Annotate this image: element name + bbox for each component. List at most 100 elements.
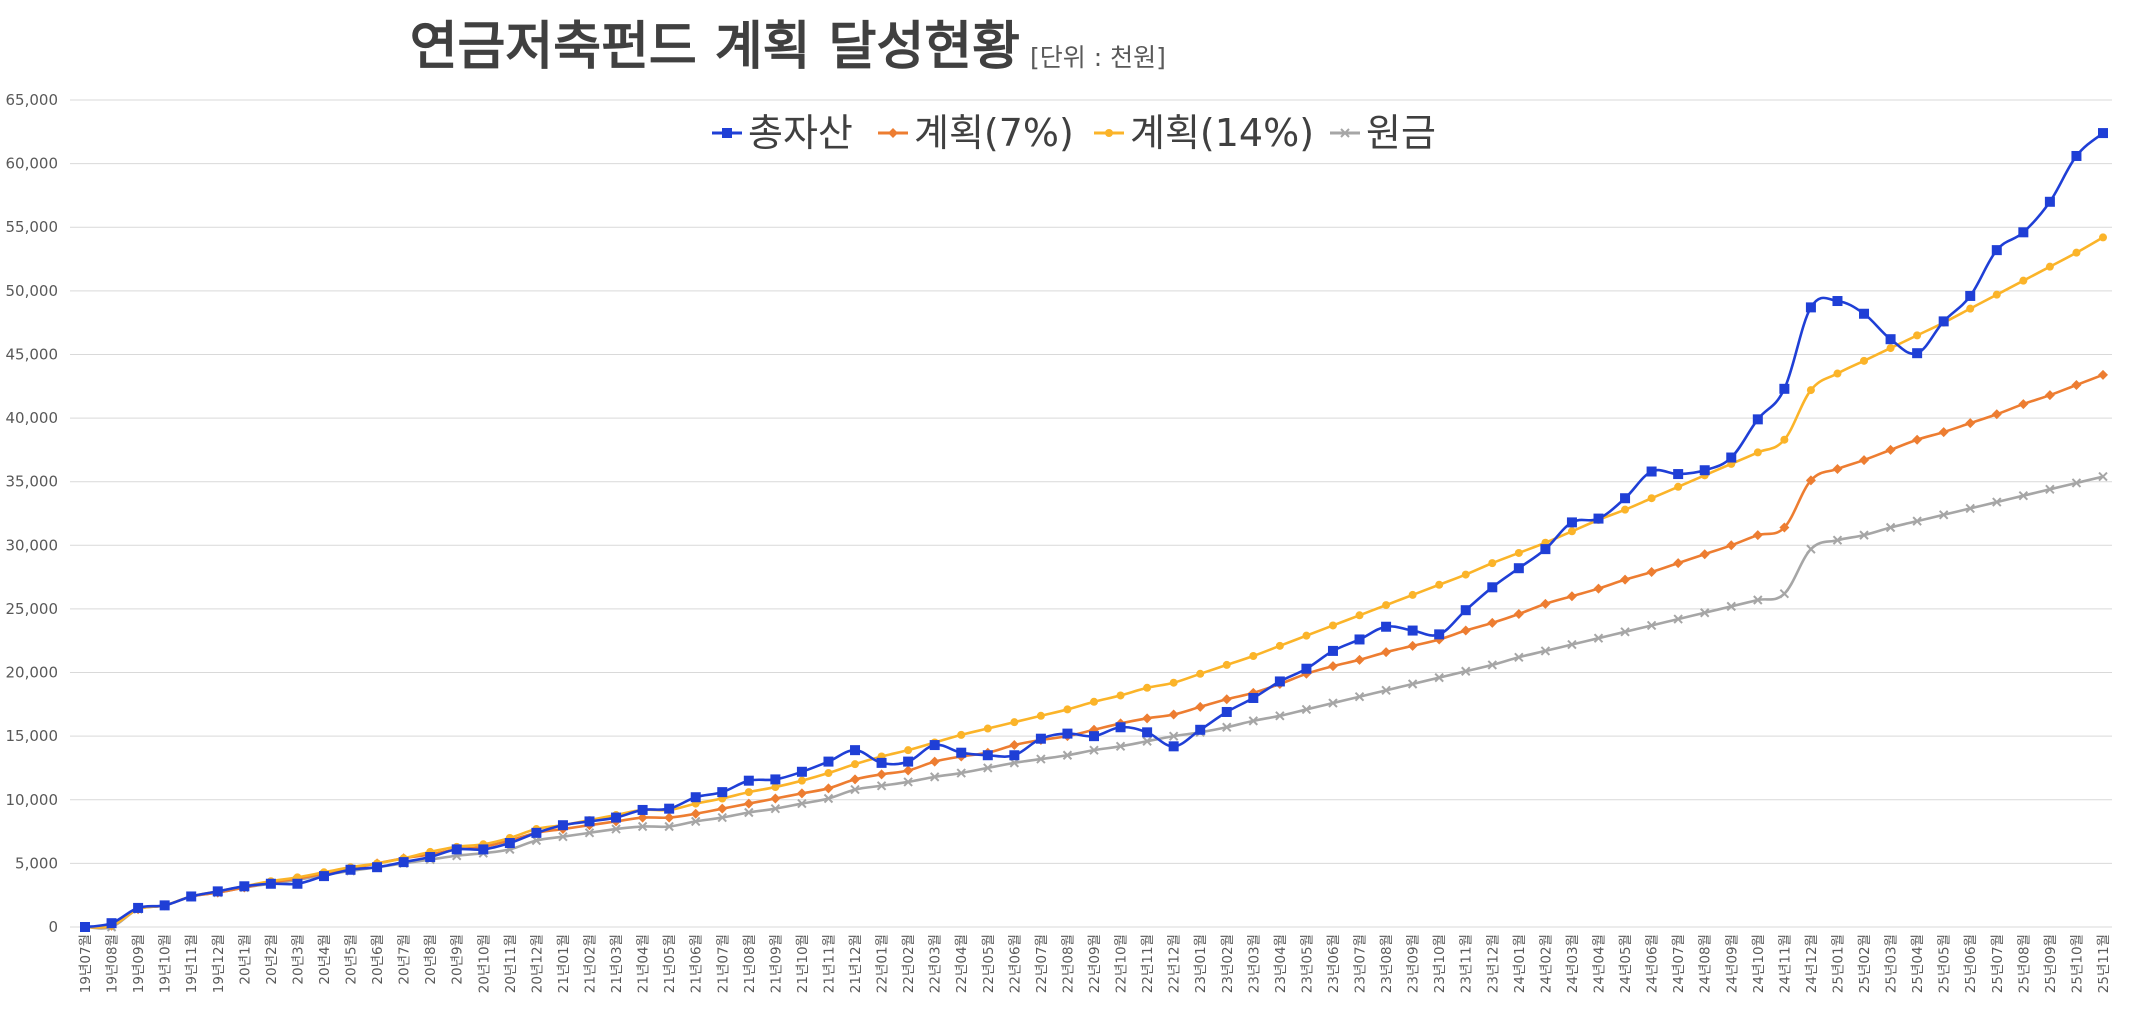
data-point xyxy=(1407,679,1418,689)
data-point xyxy=(1487,582,1498,593)
y-tick-label: 65,000 xyxy=(6,91,59,109)
data-point xyxy=(1222,722,1232,732)
data-point xyxy=(2019,276,2028,285)
x-tick-label: 23년02월 xyxy=(1220,934,1236,993)
x-tick-label: 21년09월 xyxy=(768,934,784,993)
data-point xyxy=(1593,633,1604,643)
data-point xyxy=(770,774,781,785)
data-point xyxy=(1566,591,1577,602)
x-tick-label: 19년11월 xyxy=(184,934,200,993)
data-point xyxy=(1062,728,1073,739)
x-tick-label: 25년09월 xyxy=(2043,934,2059,993)
data-point xyxy=(1726,540,1737,551)
series-line-0 xyxy=(84,132,2104,929)
data-point xyxy=(1621,505,1630,514)
data-point xyxy=(1885,444,1896,455)
data-point xyxy=(1460,605,1471,616)
legend-item-1: 계획(7%) xyxy=(878,111,1074,155)
legend-item-0: 총자산 xyxy=(712,111,853,155)
data-point xyxy=(1089,731,1099,742)
x-tick-label: 23년11월 xyxy=(1459,934,1475,993)
legend-label: 계획(7%) xyxy=(914,111,1074,155)
data-point xyxy=(1035,733,1046,744)
data-point xyxy=(1673,614,1683,624)
x-tick-label: 24년08월 xyxy=(1698,934,1714,993)
data-point xyxy=(557,820,568,831)
data-point xyxy=(1487,617,1498,628)
data-point xyxy=(956,768,966,778)
data-point xyxy=(929,756,940,767)
data-point xyxy=(770,793,781,804)
data-point xyxy=(1355,611,1364,620)
data-point xyxy=(637,812,648,823)
series-layer xyxy=(80,128,2108,932)
x-tick-label: 25년08월 xyxy=(2016,934,2032,993)
data-point xyxy=(2072,248,2081,257)
data-point xyxy=(743,798,754,809)
data-point xyxy=(824,769,833,778)
x-tick-label: 23년01월 xyxy=(1193,934,1209,993)
data-point xyxy=(1938,316,1949,327)
series-line-1 xyxy=(84,373,2104,929)
x-tick-label: 24년01월 xyxy=(1512,934,1528,993)
x-tick-label: 25년10월 xyxy=(2069,934,2085,993)
x-tick-label: 22년04월 xyxy=(954,934,970,993)
data-point xyxy=(717,787,728,798)
data-point xyxy=(2018,490,2029,501)
data-point xyxy=(1168,741,1179,752)
legend-item-2: 계획(14%) xyxy=(1094,111,1314,155)
data-point xyxy=(1860,356,1869,365)
data-point xyxy=(904,746,913,755)
data-point xyxy=(1036,754,1046,764)
x-tick-label: 23년08월 xyxy=(1379,934,1395,993)
data-point xyxy=(106,918,117,929)
data-point xyxy=(1248,716,1259,726)
data-point xyxy=(744,788,753,797)
x-tick-label: 21년06월 xyxy=(689,934,705,993)
data-point xyxy=(1435,580,1444,589)
data-point xyxy=(1116,691,1125,700)
data-point xyxy=(1327,645,1338,656)
data-point xyxy=(1726,601,1736,612)
data-point xyxy=(1540,598,1551,609)
x-tick-label: 25년01월 xyxy=(1830,934,1846,993)
data-point xyxy=(1169,678,1178,687)
data-point xyxy=(1142,727,1153,738)
data-point xyxy=(1912,516,1922,526)
data-point xyxy=(239,881,250,892)
x-tick-label: 23년04월 xyxy=(1273,934,1289,993)
data-point xyxy=(212,886,223,897)
data-point xyxy=(1593,513,1604,524)
y-tick-label: 40,000 xyxy=(6,409,59,427)
x-tick-label: 21년07월 xyxy=(715,934,731,993)
legend-marker xyxy=(888,128,898,138)
legend-label: 계획(14%) xyxy=(1130,111,1314,155)
data-point xyxy=(1221,694,1232,705)
data-point xyxy=(1832,535,1843,545)
x-tick-label: 24년05월 xyxy=(1618,934,1634,993)
x-tick-label: 20년9월 xyxy=(450,934,466,985)
data-point xyxy=(1168,709,1179,720)
data-point xyxy=(318,871,329,882)
x-tick-label: 22년09월 xyxy=(1087,934,1103,993)
y-tick-label: 5,000 xyxy=(15,854,58,872)
data-point xyxy=(1195,701,1206,712)
data-point xyxy=(1142,713,1153,724)
x-tick-label: 24년06월 xyxy=(1645,934,1661,993)
data-point xyxy=(1912,434,1923,445)
data-point xyxy=(770,803,781,814)
x-tick-label: 19년07월 xyxy=(78,934,94,993)
data-point xyxy=(851,760,860,769)
x-tick-label: 22년06월 xyxy=(1007,934,1023,993)
data-point xyxy=(850,774,861,785)
data-point xyxy=(1938,427,1949,438)
data-point xyxy=(664,821,674,832)
data-point xyxy=(1540,646,1551,656)
data-point xyxy=(1168,731,1179,741)
x-tick-label: 23년03월 xyxy=(1246,934,1262,993)
data-point xyxy=(1886,344,1895,353)
data-point xyxy=(1275,711,1285,721)
data-point xyxy=(1805,302,1816,313)
chart-title-group: 연금저축펀드 계획 달성현황 [단위 : 천원] xyxy=(410,17,1166,77)
legend-marker xyxy=(1340,128,1350,138)
